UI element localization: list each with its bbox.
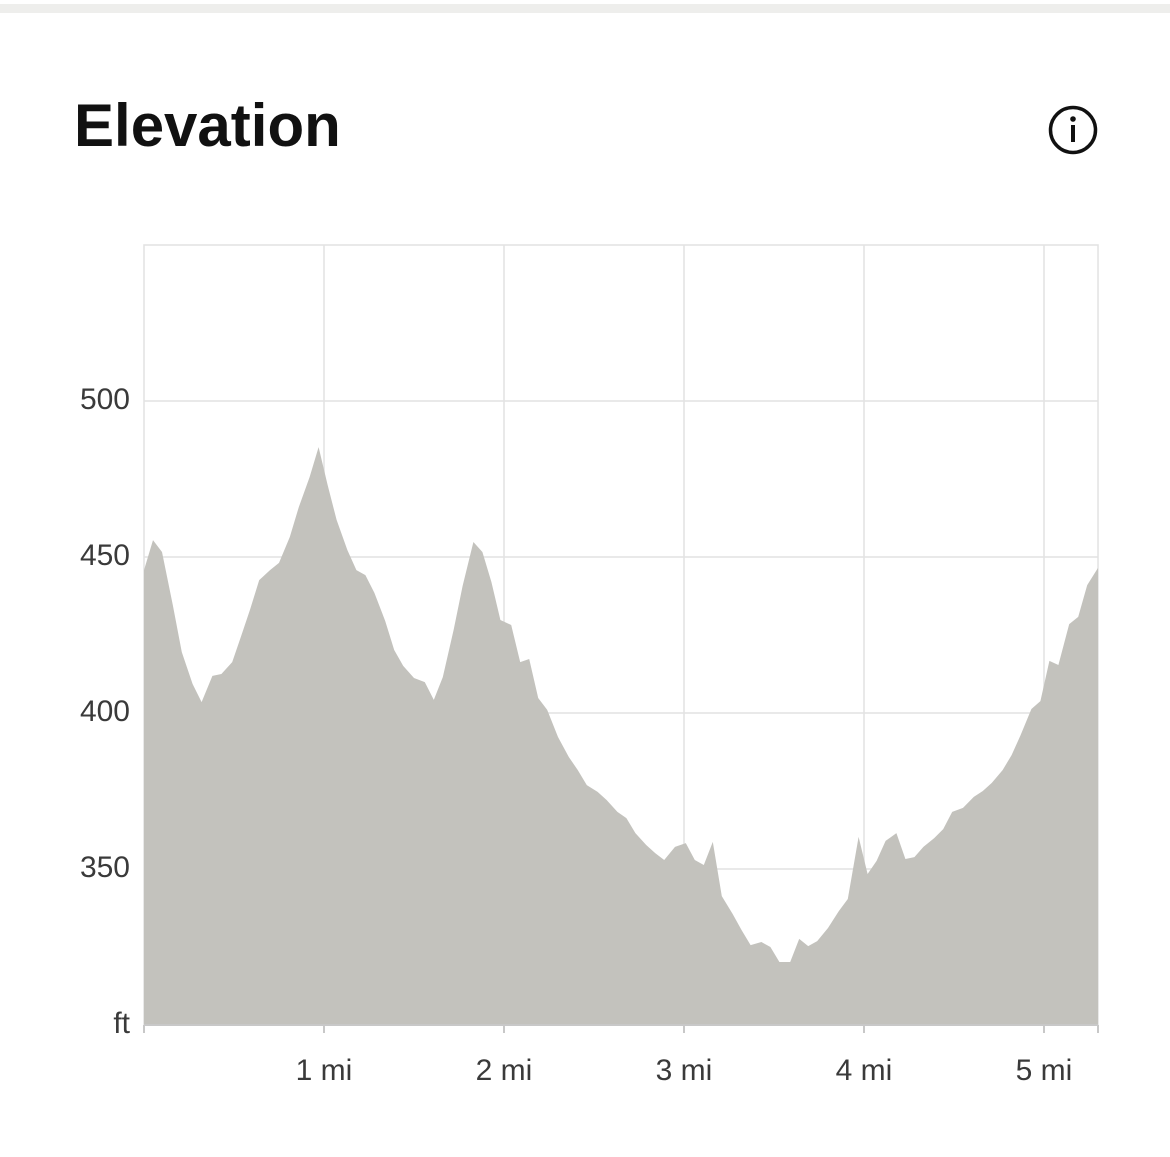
x-tick-label: 5 mi — [1016, 1054, 1073, 1087]
y-tick-label: 400 — [80, 695, 130, 728]
chart-title: Elevation — [74, 92, 341, 159]
y-tick-label: 350 — [80, 851, 130, 884]
y-tick-label: ft — [113, 1007, 130, 1040]
x-tick-label: 3 mi — [656, 1054, 713, 1087]
x-tick-label: 2 mi — [476, 1054, 533, 1087]
info-icon[interactable] — [1048, 105, 1098, 155]
top-bar — [0, 4, 1170, 13]
x-tick-label: 4 mi — [836, 1054, 893, 1087]
elevation-area — [144, 447, 1098, 1025]
y-tick-label: 450 — [80, 539, 130, 572]
x-tick-label: 1 mi — [296, 1054, 353, 1087]
y-tick-label: 500 — [80, 383, 130, 416]
